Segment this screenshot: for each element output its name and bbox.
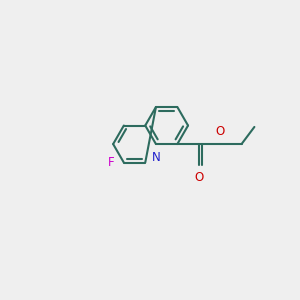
Text: F: F [108,156,114,169]
Text: O: O [215,124,225,137]
Text: N: N [152,152,160,164]
Text: O: O [194,171,203,184]
